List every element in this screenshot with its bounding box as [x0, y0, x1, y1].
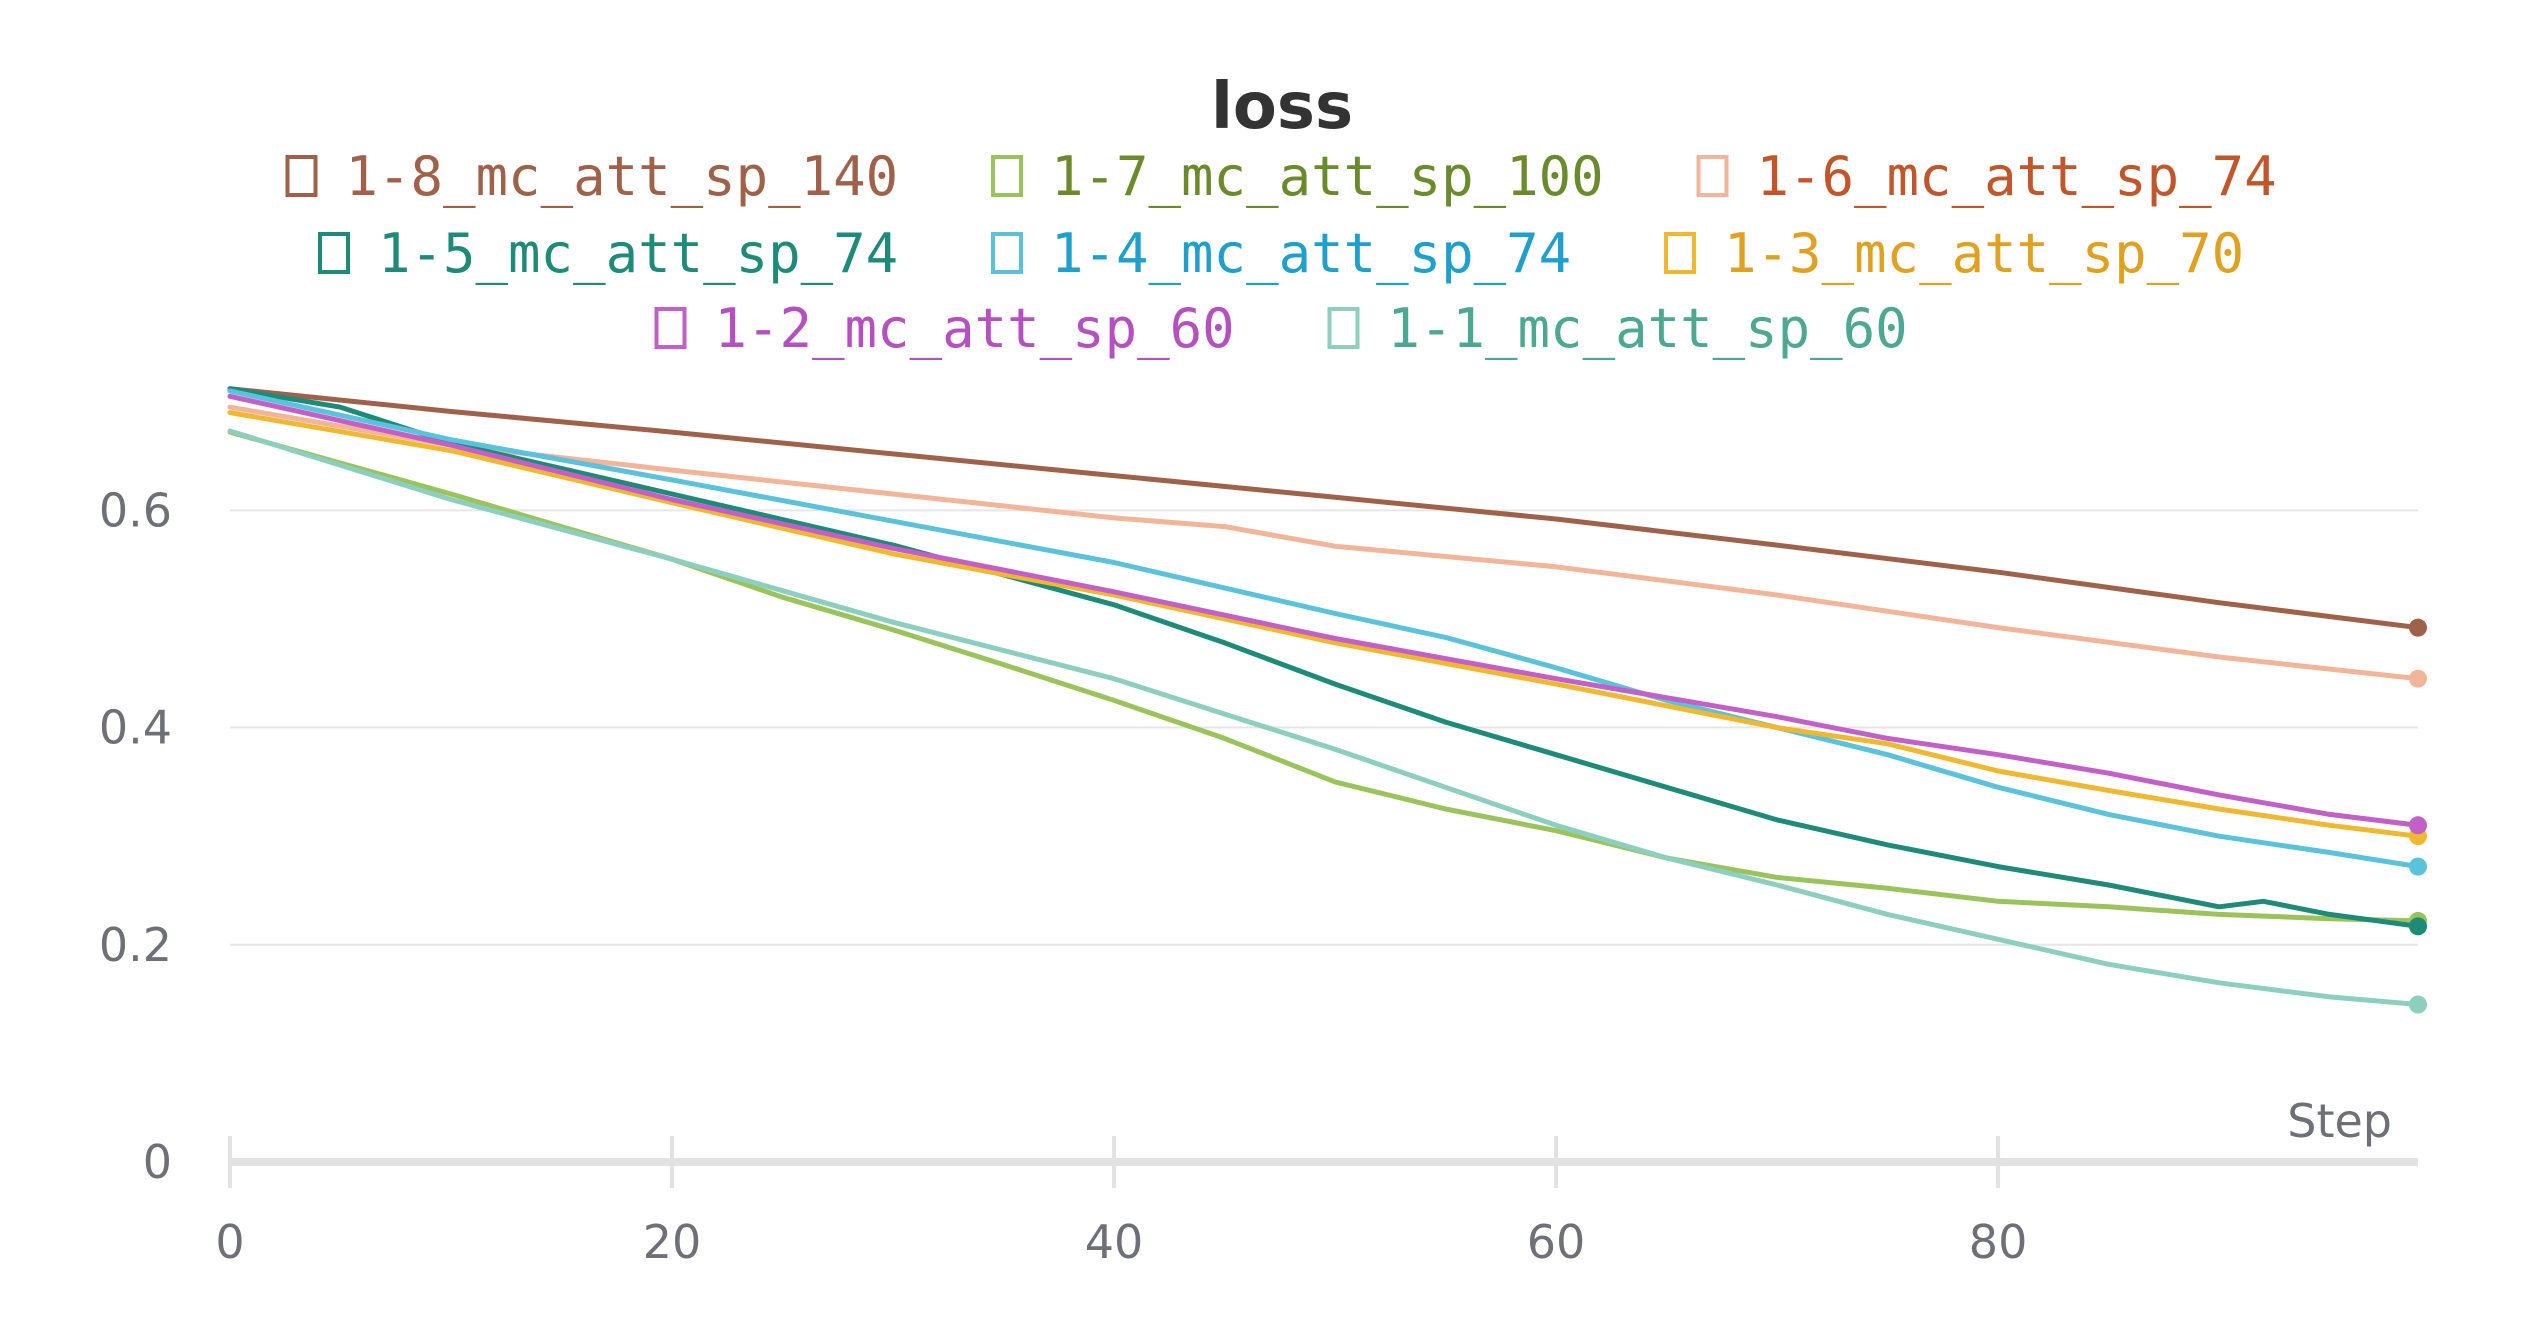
- x-tick-label: 80: [1969, 1215, 2028, 1269]
- series-line-2: [227, 429, 2421, 924]
- legend-swatch: [991, 155, 1023, 197]
- y-tick-label: 0.2: [99, 918, 172, 972]
- legend-label: 1-7_mc_att_sp_100: [1051, 145, 1604, 208]
- legend-item[interactable]: 1-7_mc_att_sp_100: [991, 145, 1604, 208]
- x-tick-label: 40: [1085, 1215, 1144, 1269]
- legend-label: 1-3_mc_att_sp_70: [1724, 222, 2244, 285]
- legend-label: 1-6_mc_att_sp_74: [1757, 145, 2277, 208]
- series-line-1: [227, 386, 2421, 631]
- series-line-5: [227, 388, 2421, 870]
- series-end-point: [2409, 917, 2427, 936]
- legend-swatch: [1327, 307, 1360, 349]
- series-end-point: [2409, 618, 2427, 637]
- legend-swatch: [1696, 155, 1729, 197]
- legend-swatch: [654, 307, 687, 349]
- legend-item[interactable]: 1-8_mc_att_sp_140: [285, 145, 899, 208]
- x-axis-label: Step: [2287, 1094, 2392, 1148]
- legend-swatch: [318, 232, 350, 274]
- legend-label: 1-5_mc_att_sp_74: [378, 222, 898, 285]
- legend-label: 1-4_mc_att_sp_74: [1051, 222, 1571, 285]
- legend: 1-8_mc_att_sp_140 1-7_mc_att_sp_100 1-6_mc…: [285, 145, 2277, 360]
- series-layer: [227, 386, 2427, 1014]
- series-end-point: [2409, 816, 2427, 835]
- series-line-8: [227, 428, 2421, 1007]
- grid-lines: [230, 509, 2418, 946]
- series-line-6: [227, 410, 2421, 839]
- legend-swatch: [991, 232, 1023, 274]
- legend-swatch: [285, 155, 318, 197]
- x-tick-label: 0: [215, 1215, 244, 1269]
- legend-item[interactable]: 1-1_mc_att_sp_60: [1327, 297, 1908, 360]
- x-tick-label: 60: [1527, 1215, 1586, 1269]
- legend-item[interactable]: 1-6_mc_att_sp_74: [1696, 145, 2277, 208]
- y-tick-label: 0: [143, 1135, 172, 1189]
- y-tick-label: 0.4: [99, 701, 172, 755]
- series-end-point: [2409, 669, 2427, 688]
- legend-item[interactable]: 1-3_mc_att_sp_70: [1664, 222, 2244, 285]
- series-line-7: [227, 393, 2421, 828]
- series-line-4: [227, 386, 2421, 929]
- x-tick-label: 20: [643, 1215, 702, 1269]
- series-line-3: [227, 404, 2421, 682]
- series-end-point: [2409, 995, 2427, 1014]
- chart-title: loss: [1211, 70, 1353, 144]
- legend-item[interactable]: 1-4_mc_att_sp_74: [991, 222, 1571, 285]
- legend-item[interactable]: 1-2_mc_att_sp_60: [654, 297, 1235, 360]
- x-axis: 0 20 40 60 80: [215, 1136, 2418, 1269]
- y-axis: 0 0.2 0.4 0.6: [99, 483, 172, 1189]
- series-end-point: [2409, 857, 2427, 876]
- legend-item[interactable]: 1-5_mc_att_sp_74: [318, 222, 898, 285]
- legend-label: 1-1_mc_att_sp_60: [1388, 297, 1908, 360]
- legend-label: 1-8_mc_att_sp_140: [346, 145, 899, 208]
- legend-swatch: [1664, 232, 1696, 274]
- y-tick-label: 0.6: [99, 483, 172, 537]
- legend-label: 1-2_mc_att_sp_60: [715, 297, 1235, 360]
